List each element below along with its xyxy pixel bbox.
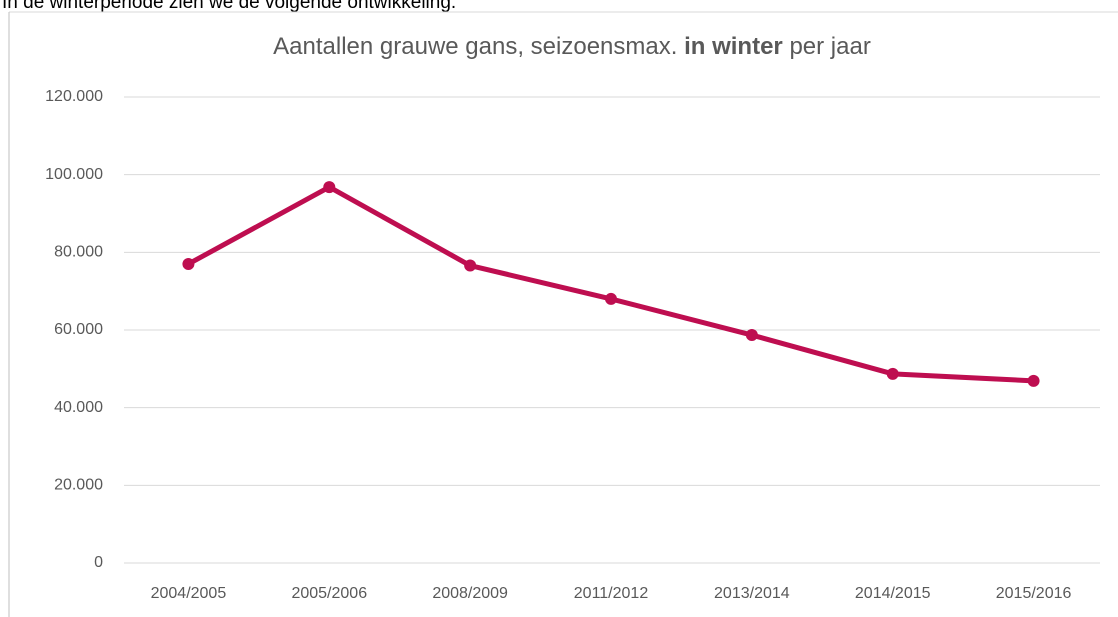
x-tick-label: 2015/2016 — [996, 585, 1072, 602]
data-point — [1027, 374, 1040, 387]
x-tick-label: 2013/2014 — [714, 585, 790, 602]
x-tick-label: 2014/2015 — [855, 585, 931, 602]
y-tick-label: 80.000 — [54, 244, 103, 261]
x-tick-label: 2005/2006 — [291, 585, 367, 602]
y-tick-label: 60.000 — [54, 321, 103, 338]
x-tick-label: 2008/2009 — [432, 585, 508, 602]
title-part: in winter — [684, 33, 783, 60]
y-tick-label: 100.000 — [45, 166, 103, 183]
intro-text: In de winterperiode zien we de volgende … — [2, 0, 456, 13]
data-point — [464, 259, 477, 272]
data-point — [182, 257, 195, 270]
title-part: per jaar — [789, 33, 870, 60]
series-line — [185, 184, 1037, 384]
chart-title: Aantallen grauwe gans, seizoensmax. in w… — [273, 33, 871, 60]
y-tick-label: 40.000 — [54, 399, 103, 416]
data-point — [605, 292, 617, 305]
data-point — [886, 367, 899, 380]
data-point — [323, 181, 336, 194]
y-tick-label: 20.000 — [54, 477, 103, 494]
x-tick-label: 2011/2012 — [574, 585, 649, 602]
data-point — [745, 329, 758, 342]
y-tick-label: 0 — [94, 554, 103, 571]
y-tick-label: 120.000 — [45, 88, 103, 105]
title-part: Aantallen grauwe gans, seizoensmax. — [273, 33, 677, 60]
x-tick-label: 2004/2005 — [151, 585, 227, 602]
